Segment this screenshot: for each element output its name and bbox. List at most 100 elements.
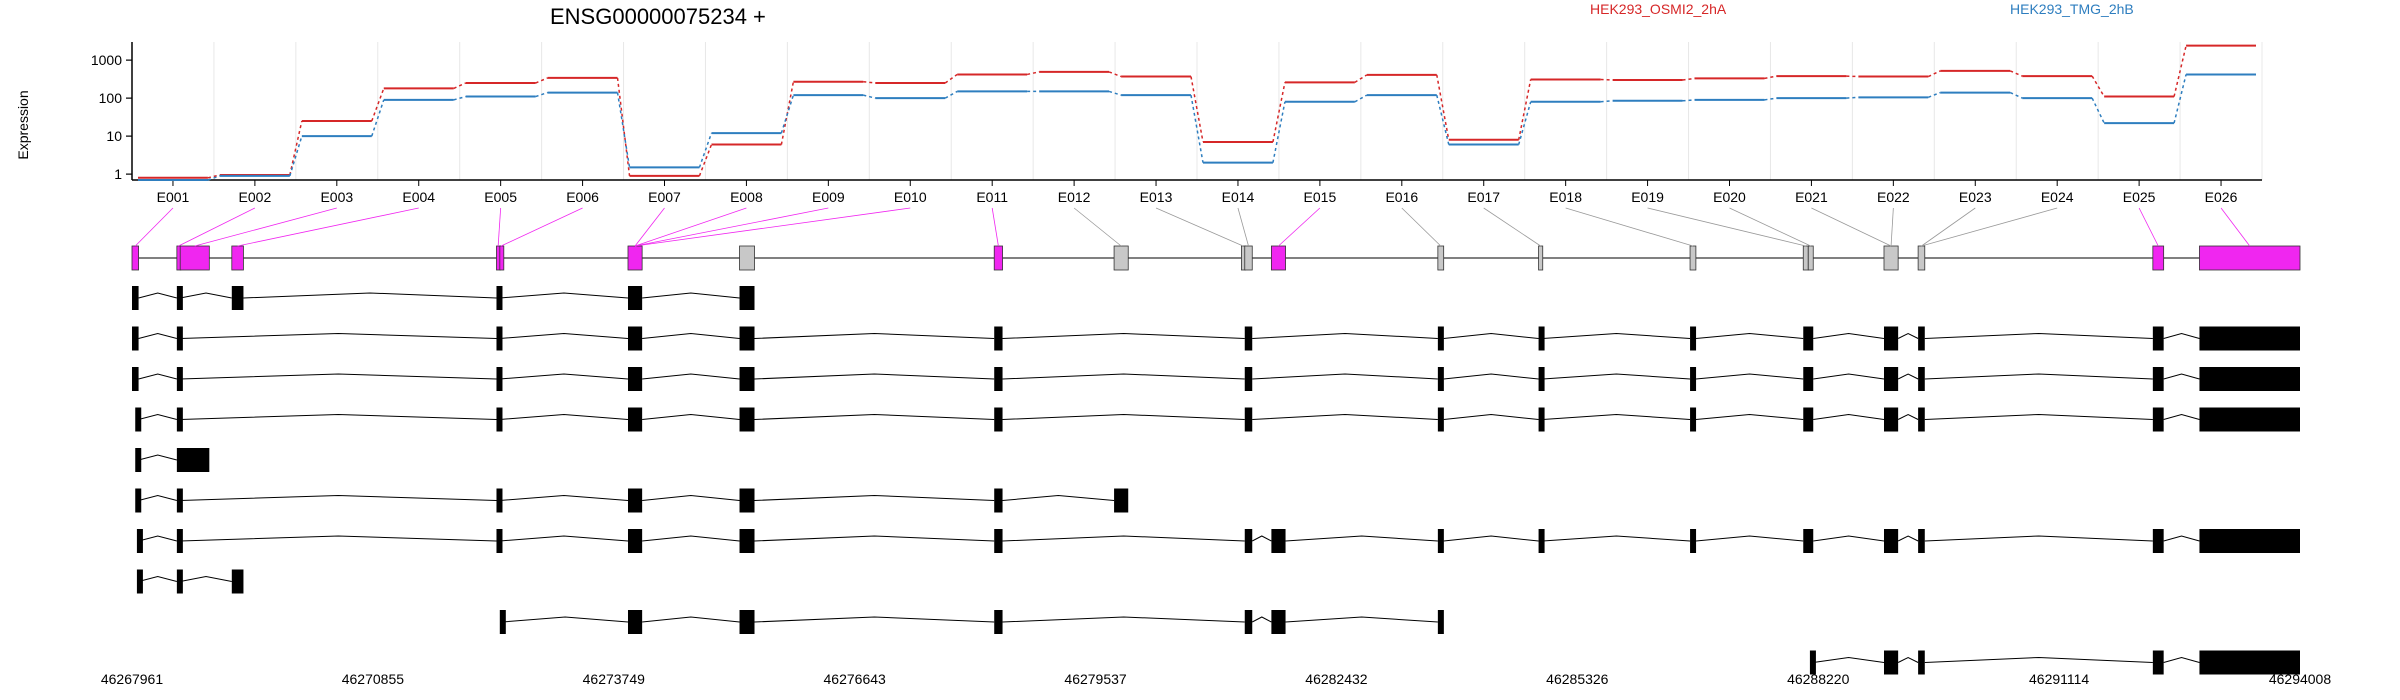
transcript-exon	[2199, 650, 2300, 675]
exon-link-line	[1483, 207, 1541, 247]
transcript-intron	[754, 616, 995, 623]
transcript-intron	[499, 332, 629, 339]
transcript-intron	[1695, 332, 1804, 339]
x-tick-label: E006	[566, 189, 599, 205]
transcript-exon	[994, 326, 1003, 351]
x-tick-label: E023	[1959, 189, 1992, 205]
x-tick-label: E015	[1304, 189, 1337, 205]
x-tick-label: E001	[157, 189, 190, 205]
exon-link-line	[1237, 207, 1249, 247]
series-1-step	[453, 82, 467, 90]
series-1-step	[1600, 78, 1613, 81]
x-tick-label: E008	[730, 189, 763, 205]
series-2-step	[616, 92, 631, 168]
transcript-exon	[176, 286, 183, 310]
transcript-exon	[1437, 326, 1444, 351]
transcript-exon	[496, 488, 503, 513]
x-tick-label: E024	[2041, 189, 2074, 205]
exon-link-line	[635, 207, 911, 247]
transcript-exon	[1244, 529, 1253, 553]
genome-coordinate-label: 46294008	[2269, 671, 2332, 687]
transcript-exon	[1114, 488, 1129, 513]
series-1-step	[2009, 70, 2023, 77]
transcript-exon	[1883, 326, 1899, 351]
exon-link-line	[500, 207, 583, 247]
transcript-intron	[499, 292, 629, 299]
series-2-step	[1846, 96, 1859, 99]
gene-model	[131, 207, 2301, 271]
exon-block	[231, 245, 244, 271]
exon-link-line	[178, 207, 256, 247]
transcript-intron	[754, 413, 995, 420]
transcript-exon	[1918, 650, 1925, 675]
exon-link-line	[1401, 207, 1442, 247]
series-2-step	[2091, 97, 2105, 124]
exon-link-line	[194, 207, 337, 247]
transcript-exon	[135, 488, 142, 513]
transcript-exon	[1271, 610, 1286, 634]
transcript-exon	[1538, 367, 1545, 391]
exon-block	[1538, 245, 1544, 271]
exon-block	[739, 245, 755, 271]
transcript-intron	[502, 616, 629, 623]
transcript-exon	[1538, 529, 1545, 553]
transcript-track	[135, 488, 1129, 513]
transcript-track	[499, 610, 1444, 634]
transcript-exon	[136, 569, 143, 594]
series-1-step	[1764, 75, 1777, 80]
transcript-exon	[2152, 326, 2164, 351]
transcript-intron	[2163, 332, 2200, 339]
transcript-exon	[627, 326, 643, 351]
series-2-step	[1108, 90, 1122, 96]
transcript-exon	[1244, 407, 1253, 432]
exon-block	[1802, 245, 1809, 271]
transcript-exon	[1918, 367, 1925, 391]
x-tick-label: E025	[2123, 189, 2156, 205]
transcript-intron	[1897, 656, 1919, 663]
transcript-intron	[243, 292, 497, 299]
series-2-step	[780, 94, 795, 134]
transcript-intron	[1897, 373, 1919, 380]
exon-link-line	[2220, 207, 2251, 247]
series-1-step	[1108, 71, 1122, 78]
transcript-exon	[1803, 407, 1814, 432]
y-tick-label: 10	[106, 128, 122, 144]
exon-link-line	[135, 207, 174, 247]
transcript-intron	[1002, 494, 1115, 501]
transcript-intron	[180, 413, 497, 420]
exon-link-line	[634, 207, 747, 247]
x-tick-label: E019	[1631, 189, 1664, 205]
transcript-exon	[136, 529, 143, 553]
transcript-exon	[2152, 650, 2164, 675]
exon-block	[1270, 245, 1286, 271]
transcript-intron	[1542, 373, 1691, 380]
transcript-intron	[180, 332, 497, 339]
transcript-intron	[1813, 413, 1885, 420]
legend-series-1: HEK293_OSMI2_2hA	[1590, 1, 1727, 17]
transcript-intron	[1542, 535, 1691, 542]
transcript-exon	[1437, 610, 1444, 634]
genome-coordinate-label: 46267961	[101, 671, 164, 687]
transcript-intron	[642, 535, 740, 542]
series-2-step	[1682, 99, 1695, 102]
transcript-intron	[180, 494, 497, 501]
transcript-intron	[1002, 616, 1245, 623]
transcript-track	[135, 448, 210, 472]
y-tick-label: 1000	[91, 52, 122, 68]
transcript-intron	[1813, 656, 1885, 663]
transcript-exon	[739, 326, 755, 351]
transcript-intron	[1924, 656, 2153, 663]
genome-coordinate-label: 46291114	[2029, 671, 2089, 687]
series-1-step	[944, 73, 958, 84]
exon-block	[2152, 245, 2165, 271]
exon-block	[1689, 245, 1697, 271]
exon-link-line	[1921, 207, 1976, 247]
series-2-step	[1354, 94, 1368, 103]
transcript-intron	[1443, 373, 1539, 380]
transcript-exon	[627, 610, 643, 634]
legend-series-2: HEK293_TMG_2hB	[2010, 1, 2134, 17]
x-tick-label: E016	[1385, 189, 1418, 205]
exon-link-line	[1729, 207, 1811, 247]
transcript-exon	[1918, 407, 1925, 432]
x-tick-label: E007	[648, 189, 681, 205]
